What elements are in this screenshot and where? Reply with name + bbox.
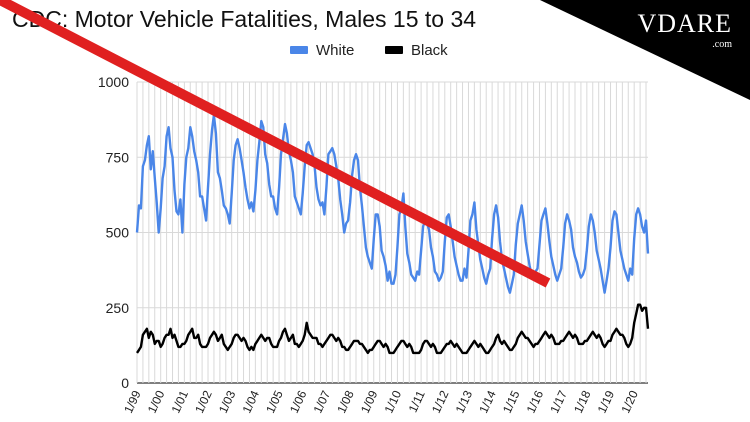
x-tick-label: 1/17 [547,388,570,415]
chart-grid [136,81,648,384]
chart-series [135,113,650,355]
y-axis: 0 250 500 750 1000 [98,74,129,391]
x-tick-label: 1/13 [453,388,476,415]
y-tick-label: 1000 [98,74,129,90]
x-tick-label: 1/12 [429,388,452,415]
x-tick-label: 1/18 [571,388,594,415]
y-tick-label: 250 [106,300,130,316]
x-tick-label: 1/03 [216,388,239,415]
series-line-white [135,113,650,294]
x-tick-label: 1/08 [334,388,357,415]
x-tick-label: 1/11 [406,388,428,415]
legend-swatch-black [385,46,403,54]
x-tick-label: 1/00 [145,388,168,415]
x-tick-label: 1/01 [169,388,192,415]
x-tick-label: 1/06 [287,388,310,415]
series-line-black [136,303,650,355]
logo-subtext: .com [712,39,732,50]
y-tick-label: 500 [106,225,130,241]
x-tick-label: 1/05 [263,388,286,415]
x-tick-label: 1/04 [240,388,263,415]
x-tick-label: 1/02 [192,388,215,415]
x-tick-label: 1/20 [618,388,641,415]
x-tick-label: 1/10 [382,388,405,415]
x-tick-label: 1/16 [524,388,547,415]
logo-text: VDARE [637,9,732,38]
x-tick-label: 1/99 [121,388,144,415]
x-tick-label: 1/19 [595,388,618,415]
x-tick-label: 1/09 [358,388,381,415]
x-tick-label: 1/14 [476,388,499,415]
y-tick-label: 0 [121,375,129,391]
legend-swatch-white [290,46,308,54]
x-axis: 1/99 1/00 1/01 1/02 1/03 1/04 1/05 1/06 1/07 1/08… [121,388,641,415]
chart-legend: White Black [290,42,448,59]
legend-label-black: Black [411,42,448,59]
annotation-arrow-shaft [0,0,551,288]
y-tick-label: 750 [106,149,130,165]
x-tick-label: 1/07 [311,388,334,415]
vdare-logo[interactable]: VDARE .com [612,10,732,54]
chart-title: CDC: Motor Vehicle Fatalities, Males 15 … [12,6,477,32]
chart-annotations [0,0,551,288]
legend-label-white: White [316,42,354,59]
x-tick-label: 1/15 [500,388,523,415]
